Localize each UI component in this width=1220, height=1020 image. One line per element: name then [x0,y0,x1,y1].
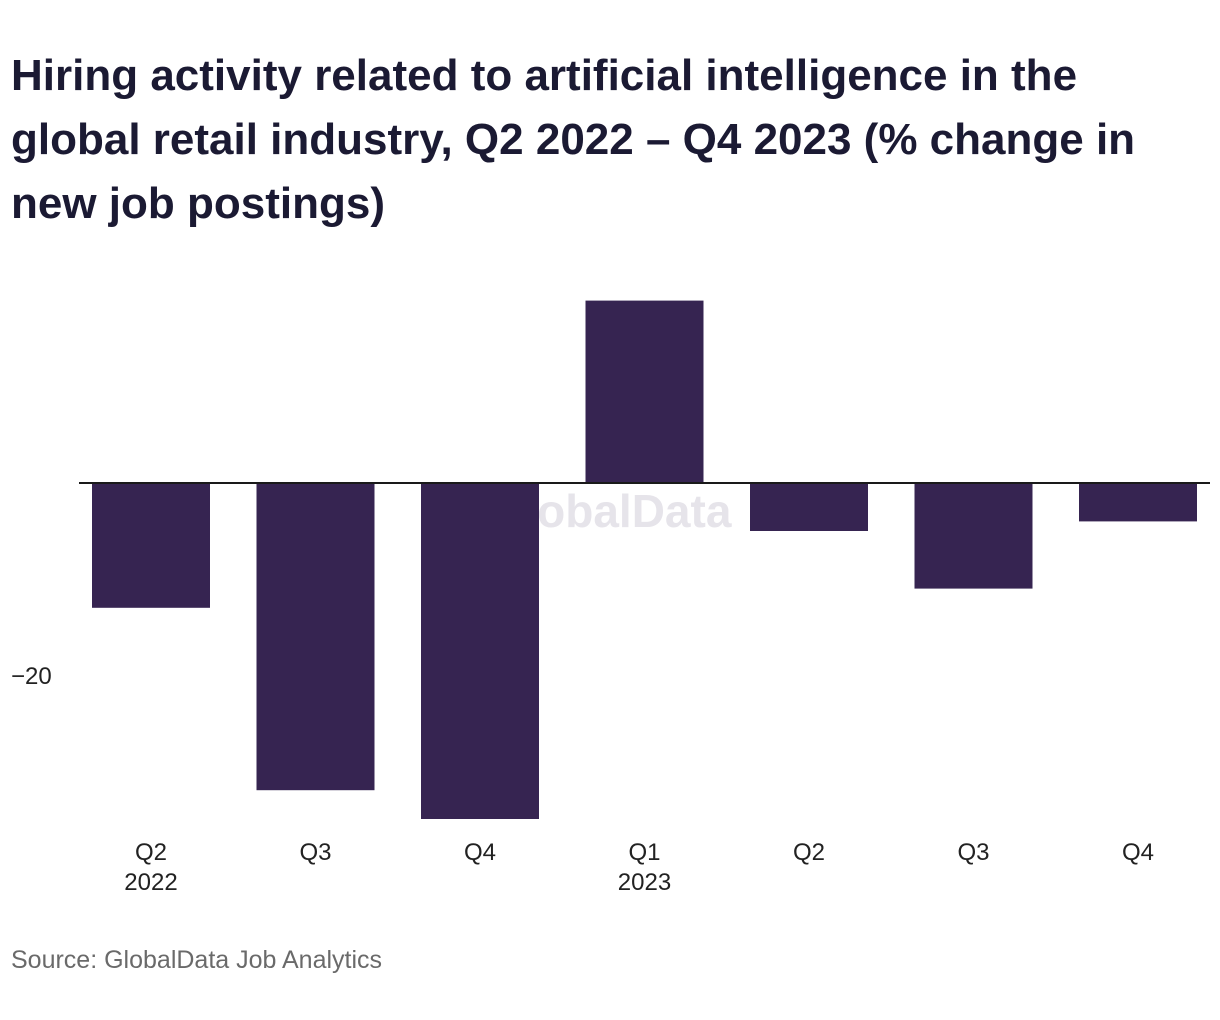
bar-q2-0 [92,483,210,608]
bar-q4-6 [1079,483,1197,522]
bar-q1-3 [585,300,704,483]
bar-q4-2 [421,483,539,819]
source-note: Source: GlobalData Job Analytics [11,946,383,974]
bar-q3-1 [256,483,375,791]
x-tick-labels: Q2 2022 Q3 Q4 Q1 2023 Q2 Q3 Q4 [124,839,1154,896]
x-tick-label: Q4 [464,839,496,866]
y-tick-labels: −20 [11,663,52,690]
chart-title: Hiring activity related to artificial in… [11,51,1136,228]
x-tick-label: Q1 [628,839,660,866]
x-group-label: 2023 [618,869,671,896]
x-tick-label: Q3 [299,839,331,866]
x-group-label: 2022 [124,869,177,896]
bar-q2-4 [750,483,868,531]
x-tick-label: Q2 [793,839,825,866]
bars-group [92,300,1197,819]
bar-q3-5 [914,483,1033,589]
x-tick-label: Q2 [135,839,167,866]
x-tick-label: Q3 [957,839,989,866]
x-tick-label: Q4 [1122,839,1154,866]
y-tick-label: −20 [11,663,52,690]
